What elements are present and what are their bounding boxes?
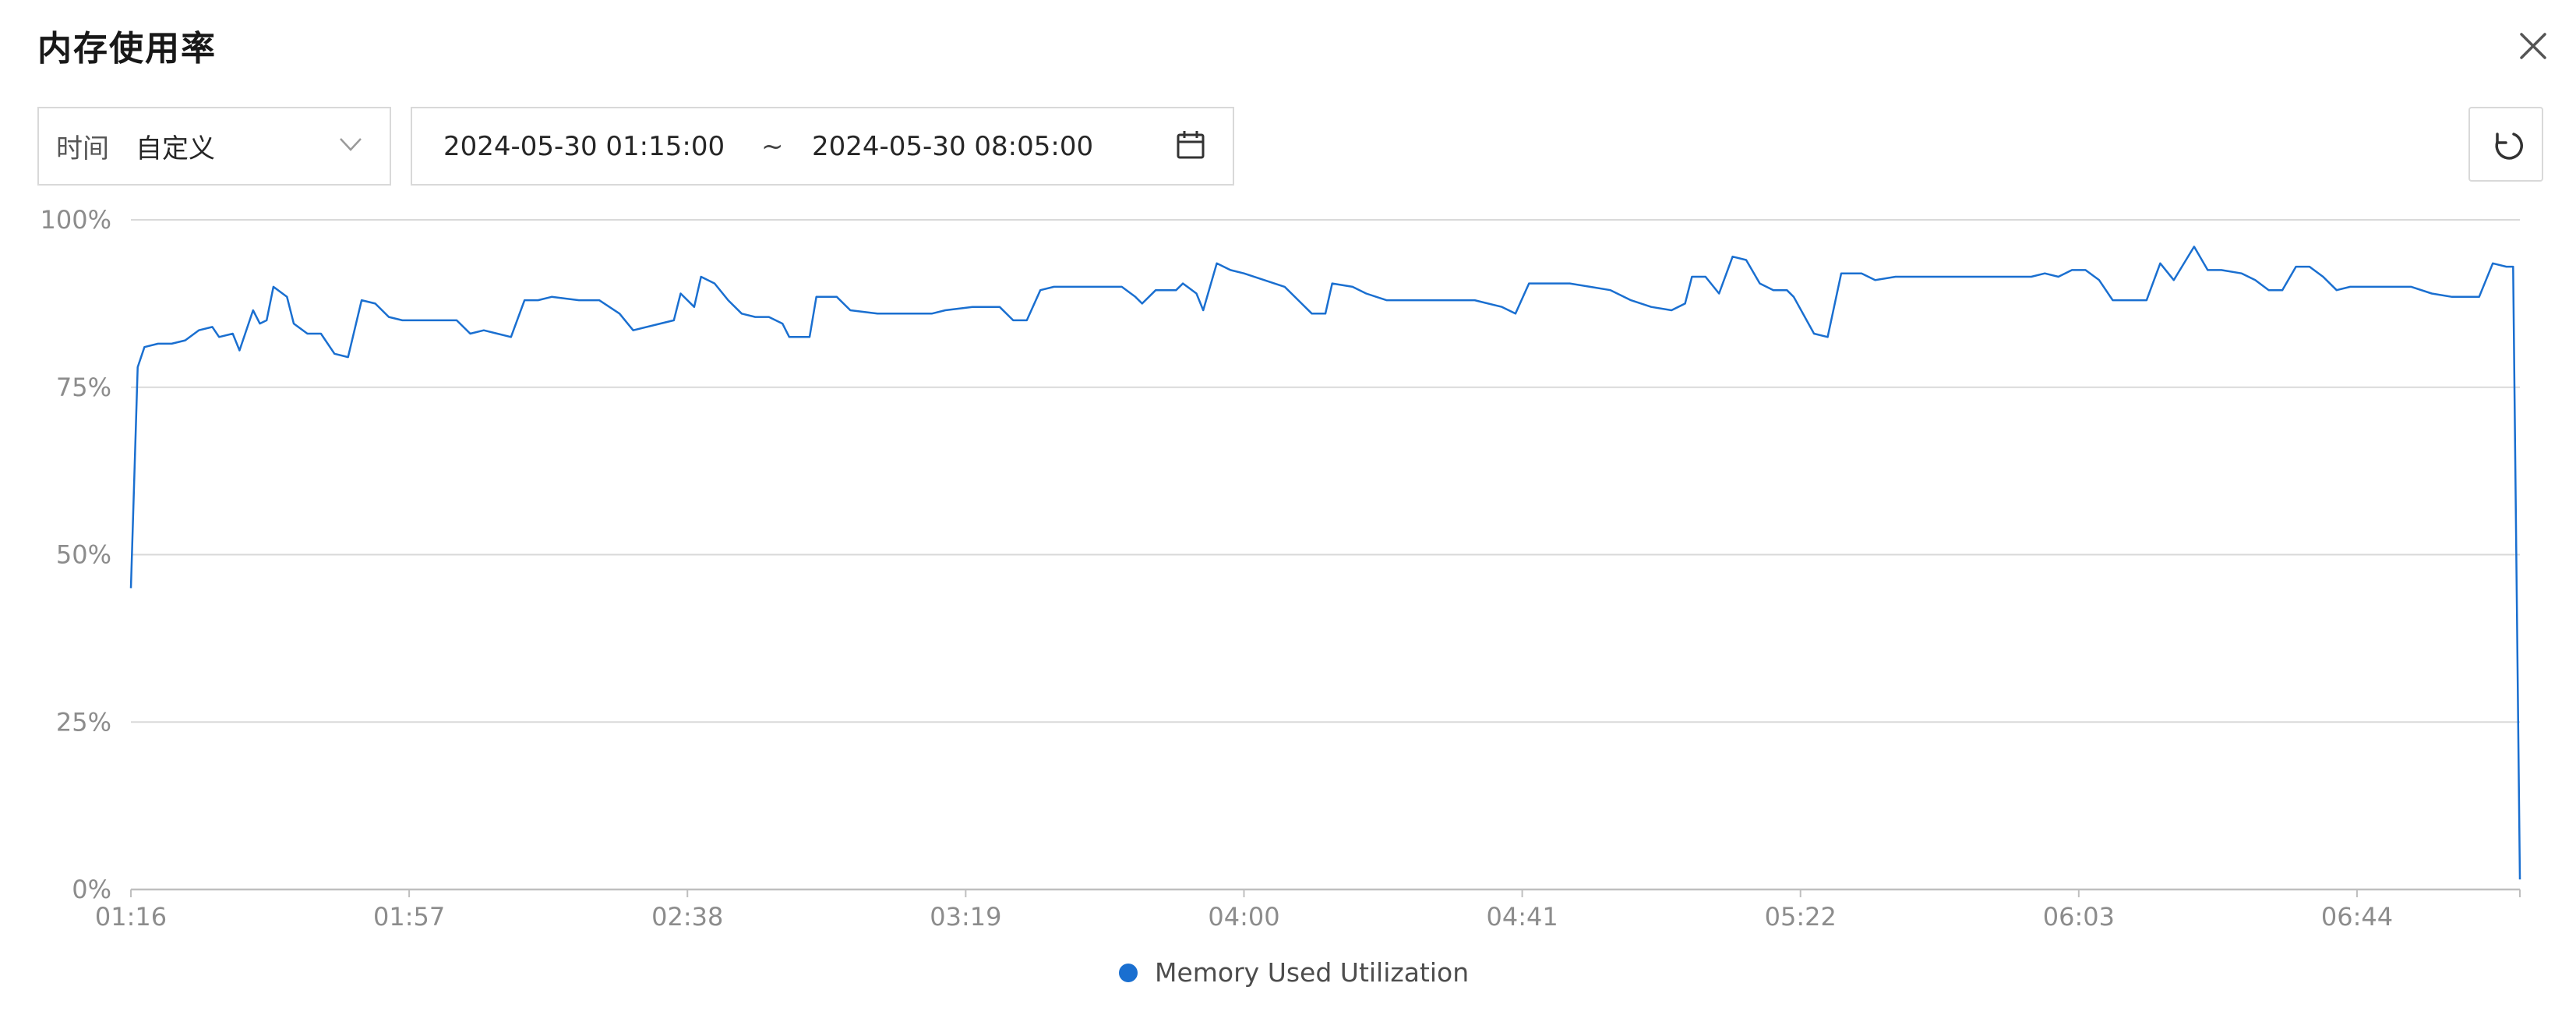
x-tick-label: 06:44 [2321,902,2393,932]
series-line-memory-used-utilization [129,246,2521,880]
range-separator: ~ [761,131,784,162]
x-tick-label: 01:57 [373,902,445,932]
chevron-down-icon [340,138,362,151]
legend-marker [1119,963,1138,982]
x-tick-label: 06:03 [2043,902,2115,932]
close-button[interactable] [2515,28,2551,64]
legend-label: Memory Used Utilization [1155,957,1470,988]
time-mode-value: 自定义 [136,133,215,164]
start-time-input[interactable]: 2024-05-30 01:15:00 [443,131,725,162]
x-tick-label: 04:41 [1486,902,1558,932]
refresh-icon [2495,133,2523,160]
x-axis-ticks: 01:16 01:57 02:38 03:19 04:00 04:41 05:22 06:03… [95,889,2521,932]
grid-lines [131,219,2520,891]
dialog-title: 内存使用率 [37,29,217,69]
x-tick-label: 04:00 [1208,902,1279,932]
y-tick-label: 50% [56,540,111,570]
refresh-button[interactable] [2468,107,2543,182]
legend-item[interactable]: Memory Used Utilization [1119,957,1469,988]
close-icon [2520,33,2546,59]
x-tick-label: 01:16 [95,902,167,932]
calendar-icon[interactable] [1174,129,1207,161]
memory-usage-chart: 0% 25% 50% 75% 100% 01:16 01:57 02:38 03:19 04:0… [41,205,2521,932]
time-label: 时间 [56,133,109,164]
date-range-picker[interactable]: 2024-05-30 01:15:00 ~ 2024-05-30 08:05:0… [411,107,1234,186]
y-tick-label: 0% [72,875,111,904]
y-tick-label: 75% [56,373,111,402]
y-axis-ticks: 0% 25% 50% 75% 100% [41,205,111,904]
x-tick-label: 02:38 [651,902,723,932]
time-range-select[interactable]: 时间 自定义 [37,107,391,186]
x-tick-label: 03:19 [930,902,1001,932]
series-layer [129,246,2521,880]
y-tick-label: 25% [56,707,111,737]
x-tick-label: 05:22 [1765,902,1837,932]
end-time-input[interactable]: 2024-05-30 08:05:00 [812,131,1094,162]
y-tick-label: 100% [41,205,111,235]
